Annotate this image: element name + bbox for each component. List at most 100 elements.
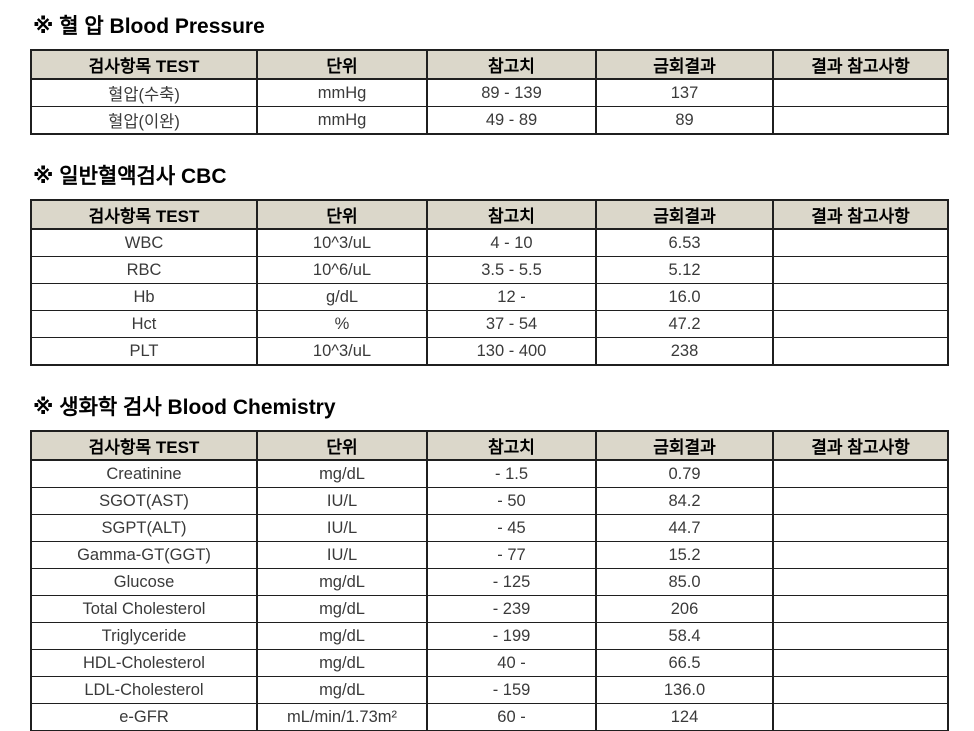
- column-header: 참고치: [426, 430, 597, 461]
- table-cell: mg/dL: [256, 568, 428, 596]
- table-cell: 12 -: [426, 283, 597, 311]
- table-cell: 47.2: [595, 310, 774, 338]
- table-cell: [772, 487, 949, 515]
- table-cell: IU/L: [256, 487, 428, 515]
- table-cell: LDL-Cholesterol: [30, 676, 258, 704]
- column-header: 단위: [256, 49, 428, 80]
- table-row: e-GFR mL/min/1.73m² 60 -124: [30, 703, 949, 731]
- table-cell: [772, 595, 949, 623]
- blood-chemistry-table: 검사항목 TEST 단위 참고치 금회결과 결과 참고사항 Creatinine mg/d…: [30, 430, 949, 731]
- table-cell: [772, 310, 949, 338]
- table-cell: mmHg: [256, 78, 428, 107]
- table-cell: 3.5 - 5.5: [426, 256, 597, 284]
- table-cell: 6.53: [595, 228, 774, 257]
- table-cell: - 1.5: [426, 459, 597, 488]
- table-cell: Glucose: [30, 568, 258, 596]
- section-cbc: ※ 일반혈액검사 CBC 검사항목 TEST 단위 참고치 금회결과 결과 참고사항 W…: [30, 160, 949, 366]
- table-cell: 124: [595, 703, 774, 731]
- table-cell: [772, 541, 949, 569]
- table-cell: - 239: [426, 595, 597, 623]
- table-cell: mg/dL: [256, 595, 428, 623]
- column-header: 금회결과: [595, 199, 774, 230]
- table-cell: [772, 256, 949, 284]
- table-row: Hb g/dL 12 -16.0: [30, 283, 949, 311]
- table-cell: - 50: [426, 487, 597, 515]
- table-cell: 84.2: [595, 487, 774, 515]
- column-header: 결과 참고사항: [772, 49, 949, 80]
- column-header: 검사항목 TEST: [30, 49, 258, 80]
- table-cell: PLT: [30, 337, 258, 366]
- table-row: Triglyceride mg/dL - 199 58.4: [30, 622, 949, 650]
- table-cell: 49 - 89: [426, 106, 597, 135]
- table-cell: mmHg: [256, 106, 428, 135]
- table-cell: IU/L: [256, 541, 428, 569]
- table-cell: SGOT(AST): [30, 487, 258, 515]
- table-cell: 10^3/uL: [256, 228, 428, 257]
- section-blood-chemistry: ※ 생화학 검사 Blood Chemistry 검사항목 TEST 단위 참고치 금…: [30, 391, 949, 731]
- table-cell: 85.0: [595, 568, 774, 596]
- table-cell: 66.5: [595, 649, 774, 677]
- column-header: 단위: [256, 430, 428, 461]
- column-header: 금회결과: [595, 430, 774, 461]
- table-cell: 10^3/uL: [256, 337, 428, 366]
- table-cell: 60 -: [426, 703, 597, 731]
- column-header: 참고치: [426, 49, 597, 80]
- table-cell: - 45: [426, 514, 597, 542]
- table-row: Gamma-GT(GGT) IU/L - 77 15.2: [30, 541, 949, 569]
- table-cell: [772, 676, 949, 704]
- table-row: Hct% 37 - 54 47.2: [30, 310, 949, 338]
- table-cell: 238: [595, 337, 774, 366]
- table-cell: 16.0: [595, 283, 774, 311]
- table-row: Glucose mg/dL - 125 85.0: [30, 568, 949, 596]
- column-header: 검사항목 TEST: [30, 199, 258, 230]
- table-cell: [772, 283, 949, 311]
- table-cell: 5.12: [595, 256, 774, 284]
- table-cell: [772, 228, 949, 257]
- table-cell: 혈압(수축): [30, 78, 258, 107]
- table-cell: SGPT(ALT): [30, 514, 258, 542]
- table-cell: mg/dL: [256, 649, 428, 677]
- table-cell: Creatinine: [30, 459, 258, 488]
- table-row: Total Cholesterol mg/dL - 239 206: [30, 595, 949, 623]
- cbc-table: 검사항목 TEST 단위 참고치 금회결과 결과 참고사항 WBC 10^3/uL 4 - …: [30, 199, 949, 366]
- column-header: 참고치: [426, 199, 597, 230]
- section-title-blood-pressure: ※ 혈 압 Blood Pressure: [33, 15, 265, 38]
- table-cell: IU/L: [256, 514, 428, 542]
- table-cell: [772, 649, 949, 677]
- table-cell: [772, 459, 949, 488]
- table-cell: Hb: [30, 283, 258, 311]
- table-header-row: 검사항목 TEST 단위 참고치 금회결과 결과 참고사항: [30, 430, 949, 461]
- table-cell: 혈압(이완): [30, 106, 258, 135]
- table-cell: 0.79: [595, 459, 774, 488]
- table-cell: - 125: [426, 568, 597, 596]
- table-cell: WBC: [30, 228, 258, 257]
- table-cell: - 159: [426, 676, 597, 704]
- table-row: Creatinine mg/dL - 1.5 0.79: [30, 459, 949, 488]
- table-cell: 44.7: [595, 514, 774, 542]
- table-cell: 58.4: [595, 622, 774, 650]
- column-header: 결과 참고사항: [772, 430, 949, 461]
- column-header: 검사항목 TEST: [30, 430, 258, 461]
- table-cell: mg/dL: [256, 622, 428, 650]
- table-cell: g/dL: [256, 283, 428, 311]
- section-title-cbc: ※ 일반혈액검사 CBC: [33, 165, 227, 188]
- table-cell: 89: [595, 106, 774, 135]
- table-cell: 89 - 139: [426, 78, 597, 107]
- table-cell: HDL-Cholesterol: [30, 649, 258, 677]
- table-cell: 40 -: [426, 649, 597, 677]
- table-row: HDL-Cholesterol mg/dL 40 -66.5: [30, 649, 949, 677]
- table-cell: e-GFR: [30, 703, 258, 731]
- table-cell: Triglyceride: [30, 622, 258, 650]
- blood-pressure-table: 검사항목 TEST 단위 참고치 금회결과 결과 참고사항 혈압(수축) mmHg 89 -…: [30, 49, 949, 135]
- table-row: SGPT(ALT) IU/L - 45 44.7: [30, 514, 949, 542]
- table-cell: Gamma-GT(GGT): [30, 541, 258, 569]
- column-header: 단위: [256, 199, 428, 230]
- table-cell: Hct: [30, 310, 258, 338]
- table-cell: 137: [595, 78, 774, 107]
- table-cell: mg/dL: [256, 459, 428, 488]
- table-header-row: 검사항목 TEST 단위 참고치 금회결과 결과 참고사항: [30, 199, 949, 230]
- table-cell: 4 - 10: [426, 228, 597, 257]
- table-cell: 130 - 400: [426, 337, 597, 366]
- table-cell: mL/min/1.73m²: [256, 703, 428, 731]
